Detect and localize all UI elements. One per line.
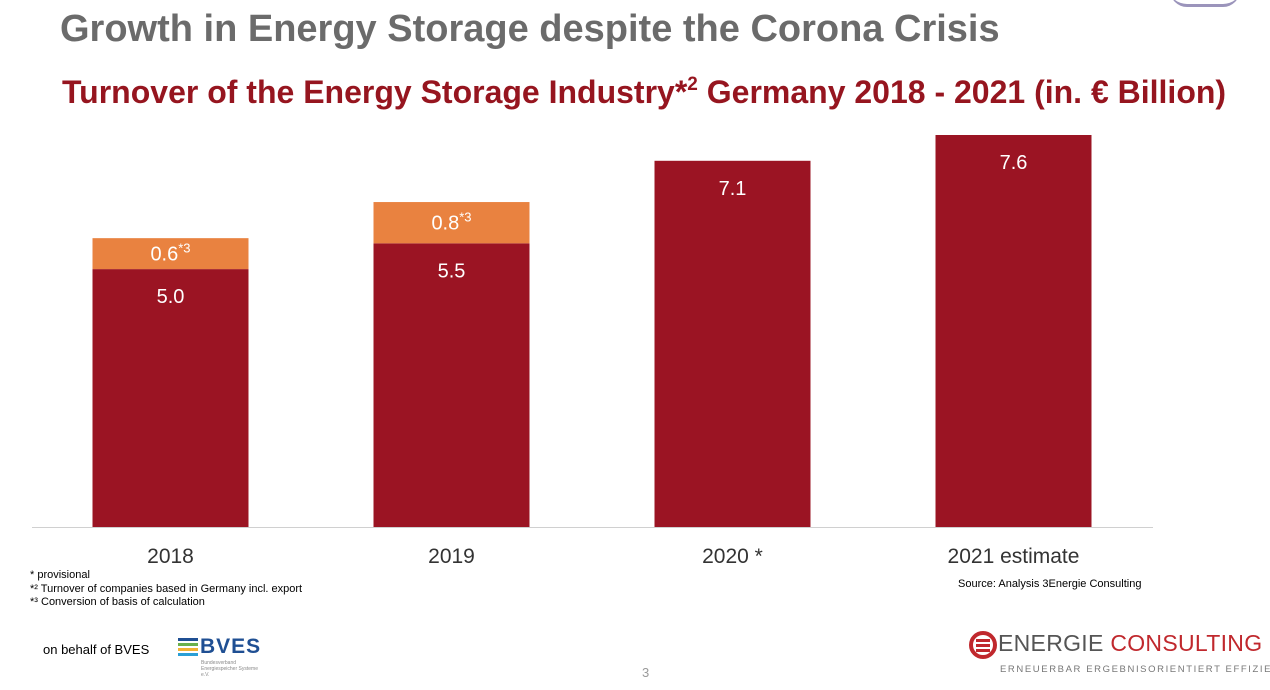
energie-logo-word-a: ENERGIE — [998, 630, 1104, 656]
chart-title-rest: Germany 2018 - 2021 (in. € Billion) — [697, 74, 1227, 110]
chart-title: Turnover of the Energy Storage Industry*… — [62, 74, 1226, 111]
bar-segment — [935, 135, 1092, 527]
x-tick-label: 2020 * — [702, 545, 763, 568]
bar-value-label-sup: *3 — [459, 210, 471, 225]
bar-value-label-sup: *3 — [178, 241, 190, 256]
energie-consulting-logo: ENERGIE CONSULTING ERNEUERBAR ERGEBNISOR… — [968, 628, 1270, 680]
bar-segment — [373, 243, 530, 527]
page-number: 3 — [642, 665, 650, 680]
energie-mark-icon — [969, 631, 997, 659]
x-tick-label: 2021 estimate — [948, 545, 1080, 568]
bar-segment — [373, 202, 530, 244]
x-tick-label: 2019 — [428, 545, 475, 568]
bar-value-label: 7.1 — [719, 178, 747, 200]
bves-logo-subtitle: Bundesverband Energiespeicher Systeme e.… — [201, 660, 258, 678]
bar-segment — [654, 160, 811, 527]
bves-line — [178, 653, 198, 656]
bar-value-label: 5.0 — [157, 286, 185, 308]
bar-value-label: 7.6 — [1000, 152, 1028, 174]
bves-line — [178, 638, 198, 641]
bar-value-label: 5.5 — [438, 260, 466, 282]
source-note: Source: Analysis 3Energie Consulting — [958, 578, 1142, 590]
slide-title: Growth in Energy Storage despite the Cor… — [60, 8, 1000, 50]
footnote-provisional: * provisional — [30, 569, 90, 581]
energie-logo-tagline: ERNEUERBAR ERGEBNISORIENTIERT EFFIZIENT — [1000, 664, 1270, 675]
chart-title-main: Turnover of the Energy Storage Industry* — [62, 74, 688, 110]
energie-logo-word-b: CONSULTING — [1103, 630, 1263, 656]
on-behalf-text: on behalf of BVES — [43, 642, 150, 657]
footnote-turnover: *² Turnover of companies based in German… — [30, 582, 303, 595]
chart-title-superscript: 2 — [687, 74, 698, 95]
bves-lines-icon — [178, 638, 268, 656]
bar-segment — [92, 238, 249, 270]
bves-line — [178, 648, 198, 651]
footnotes: * provisional *² Turnover of companies b… — [30, 569, 302, 610]
bar-segment — [92, 269, 249, 527]
bves-logo: BVES Bundesverband Energiespeicher Syste… — [178, 635, 268, 683]
bves-line — [178, 643, 198, 646]
x-tick-label: 2018 — [147, 545, 194, 568]
bves-logo-name: BVES — [200, 635, 262, 658]
footnote-conversion: *³ Conversion of basis of calculation — [30, 596, 205, 608]
energie-logo-word: ENERGIE CONSULTING — [998, 630, 1262, 657]
corner-logo-fragment — [1170, 0, 1240, 7]
